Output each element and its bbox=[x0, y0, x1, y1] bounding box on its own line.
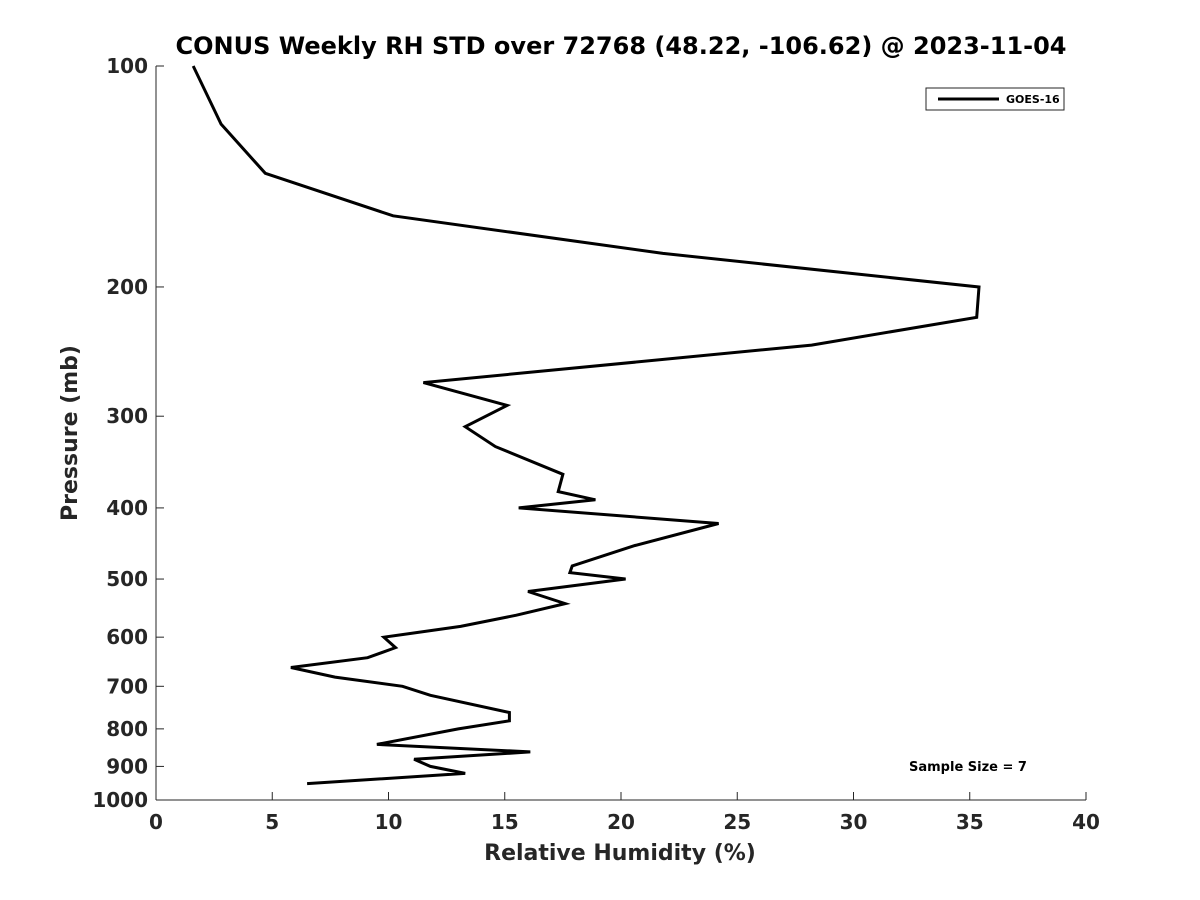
y-axis-ticks: 100 200 300 400 500 600 700 800 900 1000 bbox=[92, 54, 164, 812]
y-tick-label: 200 bbox=[106, 275, 148, 299]
x-tick-label: 5 bbox=[265, 810, 279, 834]
x-tick-label: 20 bbox=[607, 810, 635, 834]
chart-title: CONUS Weekly RH STD over 72768 (48.22, -… bbox=[175, 32, 1066, 60]
y-tick-label: 900 bbox=[106, 754, 148, 778]
x-tick-label: 25 bbox=[723, 810, 751, 834]
y-tick-label: 800 bbox=[106, 717, 148, 741]
x-axis-title: Relative Humidity (%) bbox=[484, 841, 756, 866]
sample-size-annotation: Sample Size = 7 bbox=[909, 760, 1027, 775]
x-tick-label: 10 bbox=[375, 810, 403, 834]
x-tick-label: 30 bbox=[840, 810, 868, 834]
x-tick-label: 35 bbox=[956, 810, 984, 834]
y-tick-label: 100 bbox=[106, 54, 148, 78]
y-tick-label: 300 bbox=[106, 404, 148, 428]
y-tick-label: 600 bbox=[106, 625, 148, 649]
legend-label-goes16: GOES-16 bbox=[1006, 93, 1060, 106]
y-tick-label: 400 bbox=[106, 496, 148, 520]
y-tick-label: 1000 bbox=[92, 788, 148, 812]
x-tick-label: 40 bbox=[1072, 810, 1100, 834]
plot-area: 0 5 10 15 20 25 30 35 40 100 200 300 400 500 600 700 80… bbox=[92, 54, 1100, 834]
series-line-goes16 bbox=[191, 65, 981, 786]
x-tick-label: 15 bbox=[491, 810, 519, 834]
x-tick-label: 0 bbox=[149, 810, 163, 834]
x-axis-ticks: 0 5 10 15 20 25 30 35 40 bbox=[149, 792, 1100, 834]
legend: GOES-16 bbox=[925, 87, 1065, 111]
y-tick-label: 500 bbox=[106, 567, 148, 591]
y-tick-label: 700 bbox=[106, 674, 148, 698]
y-axis-title: Pressure (mb) bbox=[58, 345, 83, 521]
